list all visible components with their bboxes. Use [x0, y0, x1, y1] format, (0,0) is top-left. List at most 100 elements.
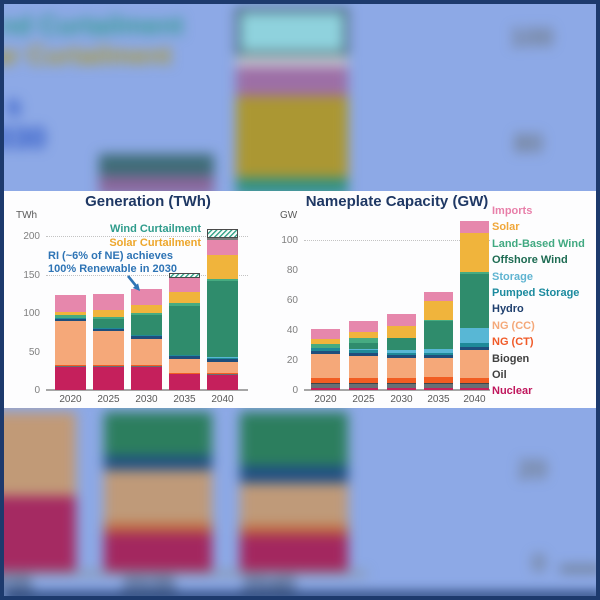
background-text-fragment: 030 [4, 122, 47, 155]
background-bar-segment [560, 566, 596, 572]
x-tick-label: 2025 [97, 394, 120, 405]
background-bar-segment [99, 154, 214, 176]
segment-storage [349, 348, 378, 351]
segment-ng-cc- [169, 359, 200, 373]
segment-nuclear [424, 387, 453, 390]
segment-ng-ct- [424, 377, 453, 383]
segment-land-based-wind [207, 279, 238, 282]
segment-imports [207, 239, 238, 256]
legend-item-nuclear: Nuclear [492, 385, 533, 398]
x-tick-label: 2030 [135, 394, 158, 405]
segment-ng-cc- [207, 361, 238, 374]
segment-storage [460, 327, 489, 343]
segment-storage [424, 348, 453, 353]
segment-ng-ct- [311, 378, 340, 383]
y-tick-label: 20 [286, 355, 298, 366]
background-bar-segment [104, 533, 212, 574]
segment-ng-cc- [55, 321, 86, 366]
background-text-fragment: nd Curtailment [4, 10, 184, 40]
segment-solar [311, 339, 340, 344]
segment-ng-ct- [207, 373, 238, 374]
segment-hydro [311, 351, 340, 354]
segment-nuclear [169, 374, 200, 390]
segment-land-based-wind [424, 320, 453, 321]
y-tick-label: 150 [23, 269, 40, 281]
segment-nuclear [349, 387, 378, 390]
segment-ng-ct- [387, 378, 416, 383]
background-bar [4, 412, 76, 574]
segment-pumped-storage [93, 327, 124, 329]
segment-imports [424, 291, 453, 301]
segment-land-based-wind [311, 343, 340, 348]
segment-hydro [207, 358, 238, 362]
segment-land-based-wind [460, 272, 489, 274]
segment-land-based-wind [55, 315, 86, 318]
segment-offshore-wind [93, 319, 124, 328]
segment-storage [207, 356, 238, 358]
y-tick-label: 80 [286, 265, 298, 276]
background-bar-segment [236, 56, 348, 66]
background-bar-segment [236, 8, 348, 56]
segment-solar [207, 255, 238, 280]
segment-imports [349, 321, 378, 333]
y-tick-label: 50 [28, 346, 40, 358]
segment-imports [93, 293, 124, 311]
segment-solar [93, 310, 124, 318]
legend-item-biogen: Biogen [492, 352, 530, 365]
segment-pumped-storage [207, 357, 238, 359]
y-tick-label: 60 [286, 295, 298, 306]
bar-generation-2025 [93, 293, 124, 390]
x-tick-label: 2030 [390, 394, 413, 405]
x-tick-label: 2020 [314, 394, 337, 405]
segment-land-based-wind [387, 337, 416, 339]
capacity-y-axis-unit: GW [280, 210, 298, 221]
segment-imports [460, 221, 489, 234]
segment-pumped-storage [460, 342, 489, 348]
legend-item-oil: Oil [492, 369, 507, 382]
segment-ng-cc- [349, 356, 378, 378]
legend-item-solar: Solar [492, 221, 520, 234]
x-tick-label: 2035 [427, 394, 450, 405]
segment-offshore-wind [169, 305, 200, 355]
segment-storage [387, 350, 416, 353]
segment-offshore-wind [131, 315, 162, 336]
background-bar-segment [104, 523, 212, 533]
segment-nuclear [55, 366, 86, 390]
bar-capacity-2025 [349, 321, 378, 390]
segment-pumped-storage [131, 335, 162, 337]
background-text-fragment: 100 [510, 22, 554, 52]
segment-ng-ct- [349, 378, 378, 383]
background-bar [560, 566, 596, 572]
segment-ng-ct- [93, 365, 124, 367]
background-text-fragment: lar Curtailment [4, 40, 172, 70]
segment-pumped-storage [349, 350, 378, 354]
segment-solar [460, 233, 489, 273]
legend-item-imports: Imports [492, 205, 533, 217]
segment-offshore-wind [207, 281, 238, 357]
y-tick-label: 0 [292, 385, 298, 396]
segment-hydro [387, 354, 416, 358]
background-bar-segment [240, 466, 348, 483]
bar-capacity-2030 [387, 314, 416, 390]
bar-generation-2030 [131, 289, 162, 390]
segment-hydro [424, 354, 453, 358]
segment-oil [349, 384, 378, 388]
background-bar-segment [99, 176, 214, 195]
y-tick-label: 40 [286, 325, 298, 336]
background-bar-segment [4, 571, 366, 576]
background-bar-segment [240, 483, 348, 525]
background-bar-segment [4, 496, 76, 574]
bar-capacity-2035 [424, 291, 453, 390]
segment-land-based-wind [169, 303, 200, 306]
annotation-arrow-icon [126, 275, 140, 291]
segment-solar [349, 332, 378, 339]
segment-land-based-wind [93, 317, 124, 320]
segment-hydro [349, 353, 378, 357]
y-tick-label: 100 [23, 308, 40, 319]
background-bar [4, 592, 596, 596]
y-tick-label: 0 [34, 385, 40, 396]
segment-wind-curtailment [207, 228, 238, 238]
segment-pumped-storage [55, 317, 86, 319]
segment-ng-cc- [460, 350, 489, 378]
x-tick-label: 2025 [352, 394, 375, 405]
